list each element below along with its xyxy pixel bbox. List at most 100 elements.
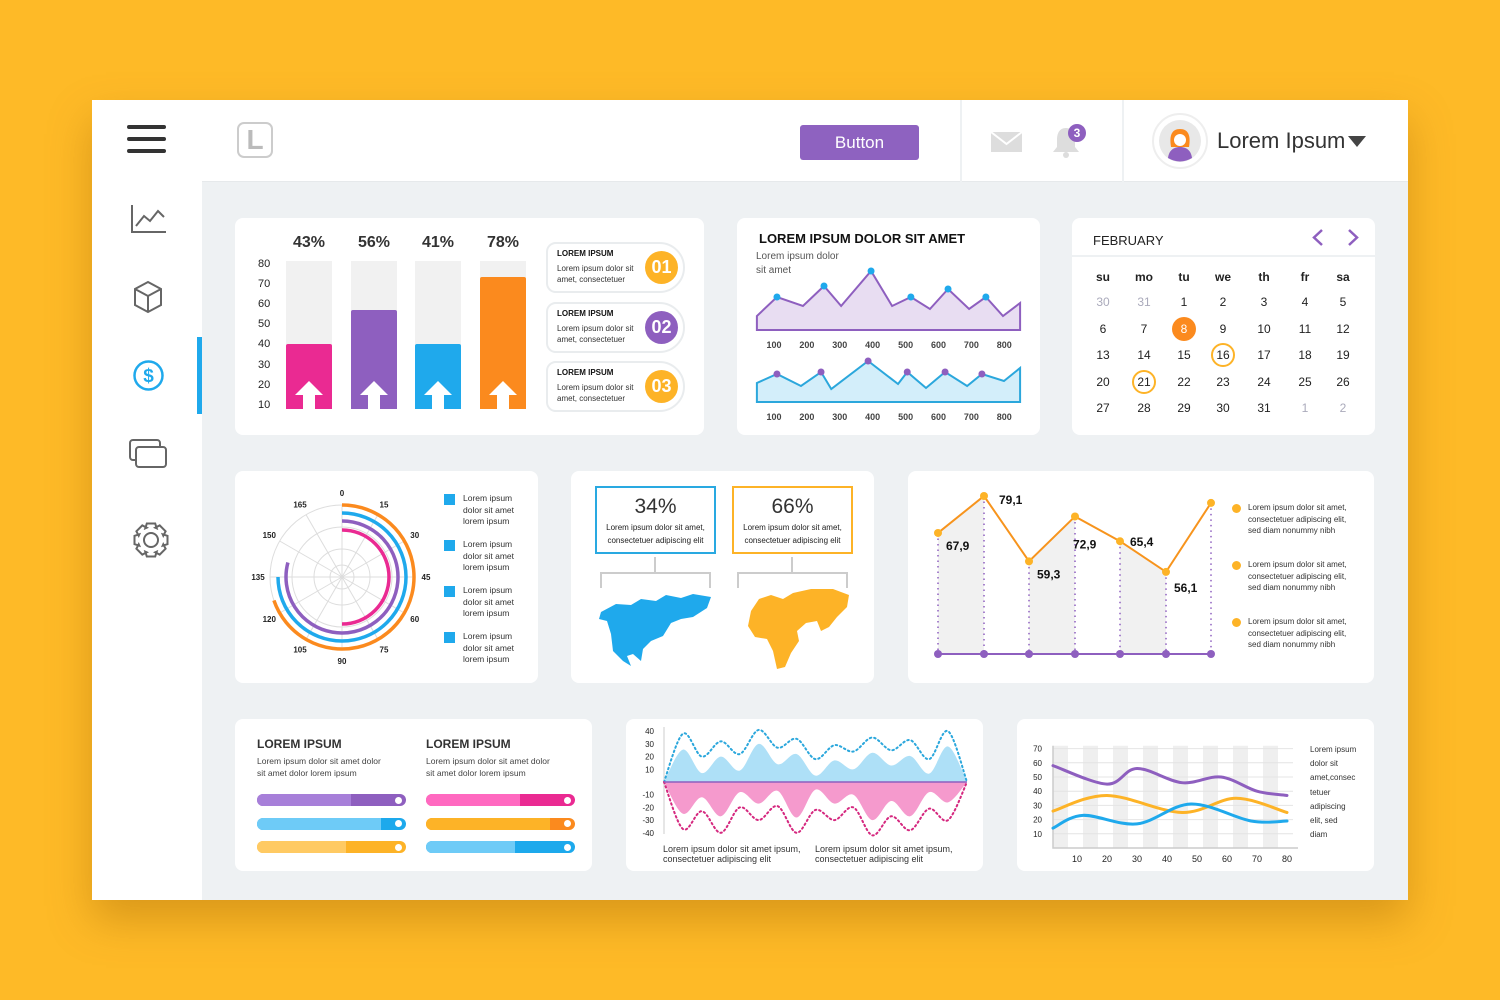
calendar-day[interactable]: 1 <box>1180 295 1188 309</box>
calendar-day[interactable]: 29 <box>1177 401 1191 415</box>
x-tick-label: 60 <box>1222 854 1232 864</box>
user-name[interactable]: Lorem Ipsum <box>1217 128 1346 153</box>
calendar-day[interactable]: 2 <box>1219 295 1227 309</box>
calendar-day[interactable]: 31 <box>1137 295 1151 309</box>
progress-handle[interactable] <box>564 796 571 804</box>
progress-bar[interactable] <box>257 794 406 806</box>
calendar-day[interactable]: 28 <box>1137 401 1151 415</box>
progress-fill <box>426 841 516 853</box>
x-tick-label: 70 <box>1252 854 1262 864</box>
progress-handle[interactable] <box>395 843 402 851</box>
curve-chart-card: 70 60 50 40 30 20 10 10 20 30 40 50 60 70 80 Lorem ipsu… <box>1017 719 1374 871</box>
caret-down-icon[interactable] <box>1348 136 1366 148</box>
calendar-day[interactable]: 13 <box>1096 348 1110 362</box>
caption: consectetuer adipiscing elit <box>815 854 924 864</box>
stat-text: consectetuer adipiscing elit <box>607 536 704 545</box>
legend-text: diam <box>1310 830 1328 840</box>
progress-bar[interactable] <box>257 841 406 853</box>
x-tick-label: 10 <box>1072 854 1082 864</box>
base-point <box>934 650 942 658</box>
calendar-day[interactable]: 30 <box>1096 295 1110 309</box>
primary-button[interactable]: Button <box>800 125 919 160</box>
data-point <box>934 528 942 537</box>
avatar[interactable] <box>1152 113 1208 169</box>
calendar-day[interactable]: 30 <box>1216 401 1230 415</box>
calendar-day[interactable]: 18 <box>1298 348 1312 362</box>
legend-item[interactable]: LOREM IPSUM Lorem ipsum dolor sit amet, co… <box>546 361 685 412</box>
base-point <box>1162 650 1170 658</box>
y-tick-label: -20 <box>642 803 654 812</box>
calendar-day[interactable]: 4 <box>1301 295 1309 309</box>
calendar-day[interactable]: 31 <box>1257 401 1271 415</box>
cube-icon[interactable] <box>133 280 163 314</box>
progress-bar[interactable] <box>426 841 575 853</box>
calendar-day[interactable]: 5 <box>1339 295 1347 309</box>
stat-text: Lorem ipsum dolor sit amet, <box>606 523 705 532</box>
calendar-day[interactable]: 25 <box>1298 374 1312 389</box>
calendar-day[interactable]: 26 <box>1336 374 1350 389</box>
legend-dot <box>1232 561 1241 570</box>
legend-text: adipiscing <box>1310 801 1346 811</box>
calendar-day[interactable]: 14 <box>1137 348 1151 362</box>
progress-handle[interactable] <box>395 820 402 827</box>
app-logo[interactable]: L <box>237 122 273 158</box>
menu-icon[interactable] <box>126 124 168 156</box>
calendar-day[interactable]: 10 <box>1257 321 1271 336</box>
gear-icon[interactable] <box>132 521 170 559</box>
calendar-day[interactable]: 24 <box>1257 374 1271 389</box>
calendar-day[interactable]: 16 <box>1211 343 1235 367</box>
progress-bar[interactable] <box>426 794 575 806</box>
legend-item[interactable]: LOREM IPSUM Lorem ipsum dolor sit amet, co… <box>546 301 685 353</box>
calendar-day[interactable]: 1 <box>1301 401 1309 415</box>
angle-tick-label: 105 <box>293 646 307 655</box>
windows-icon[interactable] <box>129 439 168 470</box>
progress-bar[interactable] <box>426 817 575 830</box>
y-tick-label: 30 <box>1033 801 1042 810</box>
x-tick-label: 400 <box>865 340 880 350</box>
legend-text: consectetuer adipiscing elit, <box>1248 628 1347 638</box>
calendar-day[interactable]: 22 <box>1177 374 1191 389</box>
north-america-map <box>599 594 711 666</box>
map-illustrations <box>599 557 849 669</box>
map-card: 34% Lorem ipsum dolor sit amet, consectetu… <box>571 471 874 683</box>
data-point <box>907 293 915 301</box>
calendar-day[interactable]: 19 <box>1336 348 1350 362</box>
chevron-right-icon[interactable] <box>1347 229 1359 246</box>
group-text: Lorem ipsum dolor sit amet dolor <box>426 756 550 766</box>
y-tick-label: -30 <box>642 816 654 825</box>
calendar-day[interactable]: 2 <box>1339 401 1347 415</box>
calendar-day[interactable]: 11 <box>1298 321 1312 336</box>
progress-handle[interactable] <box>564 843 571 851</box>
chevron-left-icon[interactable] <box>1312 229 1324 246</box>
progress-bar[interactable] <box>257 817 406 830</box>
legend-text: Lorem ipsum <box>463 585 513 595</box>
legend-item[interactable]: LOREM IPSUM Lorem ipsum dolor sit amet, co… <box>546 242 685 293</box>
dollar-icon[interactable]: $ <box>133 360 164 391</box>
line-chart-icon[interactable] <box>131 204 167 234</box>
y-tick-label: -10 <box>642 791 654 800</box>
y-tick-label: 30 <box>645 740 654 749</box>
calendar-day[interactable]: 8 <box>1172 316 1196 341</box>
calendar-day[interactable]: 17 <box>1257 348 1271 362</box>
legend-text: dolor sit amet <box>463 504 515 515</box>
calendar-day[interactable]: 6 <box>1099 321 1107 336</box>
data-point <box>903 368 911 376</box>
card-subtitle: Lorem ipsum dolor <box>756 251 839 262</box>
calendar-day[interactable]: 15 <box>1177 348 1191 362</box>
calendar-day[interactable]: 21 <box>1132 369 1156 394</box>
progress-handle[interactable] <box>395 796 402 804</box>
calendar-day[interactable]: 7 <box>1140 321 1148 336</box>
progress-handle[interactable] <box>564 820 571 827</box>
calendar-day[interactable]: 9 <box>1219 321 1227 336</box>
y-tick-label: -40 <box>642 829 654 838</box>
calendar-day[interactable]: 3 <box>1260 295 1268 309</box>
legend-swatch <box>444 586 455 597</box>
angle-tick-label: 30 <box>410 531 419 540</box>
calendar-day[interactable]: 27 <box>1096 401 1110 415</box>
calendar-day[interactable]: 23 <box>1216 374 1230 389</box>
base-point <box>1071 650 1079 658</box>
calendar-day[interactable]: 12 <box>1336 321 1350 336</box>
mail-icon[interactable] <box>990 131 1023 152</box>
weekday-label: th <box>1258 270 1270 284</box>
calendar-day[interactable]: 20 <box>1096 374 1110 389</box>
